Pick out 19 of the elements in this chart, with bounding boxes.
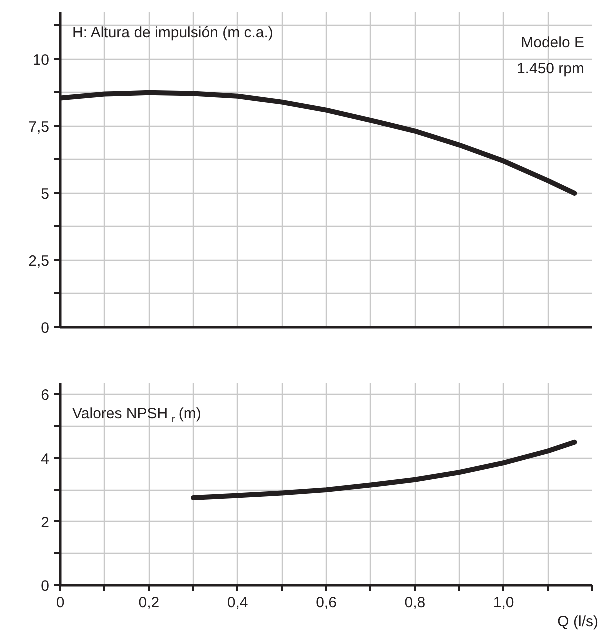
x-tick-label: 0,6 (316, 594, 337, 612)
y-tick-label: 0 (41, 320, 50, 337)
annotation: Modelo E (521, 34, 585, 52)
x-tick-label: 0,8 (404, 594, 426, 612)
x-tick-label: 0,4 (227, 594, 248, 612)
y-axis-title: H: Altura de impulsión (m c.a.) (72, 24, 274, 42)
y-tick-label: 6 (41, 387, 50, 404)
y-tick-label: 5 (41, 186, 50, 203)
y-tick-label: 10 (32, 52, 50, 69)
x-tick-label: 0,2 (138, 594, 160, 612)
y-tick-label: 0 (41, 578, 50, 595)
y-tick-label: 2,5 (28, 252, 50, 270)
y-tick-label: 2 (41, 514, 50, 532)
y-tick-label: 4 (41, 450, 50, 468)
y-tick-label: 7,5 (28, 118, 50, 136)
annotation: 1.450 rpm (516, 60, 585, 78)
x-tick-label: 0 (56, 594, 65, 612)
x-axis-title: Q (l/s) (558, 614, 599, 630)
x-tick-label: 1,0 (493, 594, 514, 612)
